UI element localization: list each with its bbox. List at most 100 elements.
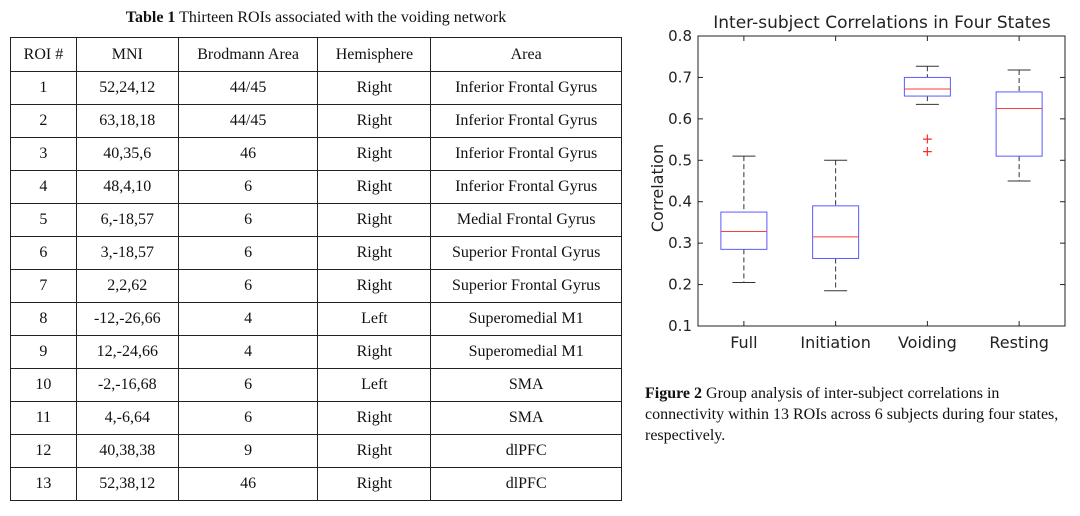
hemisphere-cell: Right bbox=[317, 401, 432, 435]
roi-number-cell: 3 bbox=[10, 137, 77, 171]
roi-number-cell: 4 bbox=[10, 170, 77, 204]
area-cell: SMA bbox=[430, 401, 622, 435]
brodmann-cell: 6 bbox=[177, 203, 319, 237]
mni-cell: 4,-6,64 bbox=[75, 401, 179, 435]
table-row: 3 40,35,6 46 Right Inferior Frontal Gyrus bbox=[10, 137, 622, 171]
y-tick-label: 0.7 bbox=[668, 68, 692, 86]
table-caption-text: Thirteen ROIs associated with the voidin… bbox=[179, 9, 507, 26]
header-roi: ROI # bbox=[10, 37, 77, 72]
table-row: 8 -12,-26,66 4 Left Superomedial M1 bbox=[10, 302, 622, 336]
area-cell: SMA bbox=[430, 368, 622, 402]
hemisphere-cell: Right bbox=[317, 104, 432, 138]
y-tick-label: 0.5 bbox=[668, 151, 692, 169]
table-row: 7 2,2,62 6 Right Superior Frontal Gyrus bbox=[10, 269, 622, 303]
roi-number-cell: 13 bbox=[10, 467, 77, 501]
area-cell: Inferior Frontal Gyrus bbox=[430, 71, 622, 105]
table-row: 9 12,-24,66 4 Right Superomedial M1 bbox=[10, 335, 622, 369]
roi-number-cell: 12 bbox=[10, 434, 77, 468]
figure-caption-text: Group analysis of inter-subject correlat… bbox=[645, 385, 1059, 444]
table-header-row: ROI # MNI Brodmann Area Hemisphere Area bbox=[10, 37, 622, 72]
hemisphere-cell: Right bbox=[317, 203, 432, 237]
box-voiding bbox=[903, 76, 951, 97]
brodmann-cell: 6 bbox=[177, 401, 319, 435]
mni-cell: 52,38,12 bbox=[75, 467, 179, 501]
header-brodmann-area: Brodmann Area bbox=[177, 37, 319, 72]
y-tick-label: 0.3 bbox=[668, 234, 692, 252]
plot-frame bbox=[697, 35, 1066, 327]
brodmann-cell: 44/45 bbox=[177, 71, 319, 105]
correlation-chart: Inter-subject Correlations in Four State… bbox=[640, 8, 1080, 368]
table-row: 4 48,4,10 6 Right Inferior Frontal Gyrus bbox=[10, 170, 622, 204]
area-cell: Superior Frontal Gyrus bbox=[430, 236, 622, 270]
brodmann-cell: 6 bbox=[177, 269, 319, 303]
box-initiation bbox=[812, 205, 860, 259]
hemisphere-cell: Right bbox=[317, 71, 432, 105]
roi-number-cell: 6 bbox=[10, 236, 77, 270]
mni-cell: 6,-18,57 bbox=[75, 203, 179, 237]
y-tick-label: 0.2 bbox=[668, 276, 692, 294]
roi-number-cell: 5 bbox=[10, 203, 77, 237]
brodmann-cell: 4 bbox=[177, 302, 319, 336]
table-row: 6 3,-18,57 6 Right Superior Frontal Gyrus bbox=[10, 236, 622, 270]
table-caption: Table 1 Thirteen ROIs associated with th… bbox=[10, 9, 622, 27]
box-resting bbox=[995, 91, 1043, 157]
table-row: 13 52,38,12 46 Right dlPFC bbox=[10, 467, 622, 501]
mni-cell: 3,-18,57 bbox=[75, 236, 179, 270]
mni-cell: 2,2,62 bbox=[75, 269, 179, 303]
y-tick-label: 0.8 bbox=[668, 27, 692, 45]
mni-cell: 48,4,10 bbox=[75, 170, 179, 204]
y-tick-label: 0.6 bbox=[668, 110, 692, 128]
area-cell: Inferior Frontal Gyrus bbox=[430, 137, 622, 171]
header-mni: MNI bbox=[75, 37, 179, 72]
roi-number-cell: 9 bbox=[10, 335, 77, 369]
outlier-marker: + bbox=[922, 131, 934, 147]
area-cell: Medial Frontal Gyrus bbox=[430, 203, 622, 237]
outlier-marker: + bbox=[922, 144, 934, 160]
hemisphere-cell: Right bbox=[317, 137, 432, 171]
box-full bbox=[720, 211, 768, 250]
roi-number-cell: 1 bbox=[10, 71, 77, 105]
area-cell: Inferior Frontal Gyrus bbox=[430, 104, 622, 138]
table-row: 5 6,-18,57 6 Right Medial Frontal Gyrus bbox=[10, 203, 622, 237]
mni-cell: 12,-24,66 bbox=[75, 335, 179, 369]
area-cell: dlPFC bbox=[430, 467, 622, 501]
roi-number-cell: 2 bbox=[10, 104, 77, 138]
area-cell: Inferior Frontal Gyrus bbox=[430, 170, 622, 204]
roi-number-cell: 10 bbox=[10, 368, 77, 402]
table-row: 12 40,38,38 9 Right dlPFC bbox=[10, 434, 622, 468]
hemisphere-cell: Right bbox=[317, 170, 432, 204]
mni-cell: -12,-26,66 bbox=[75, 302, 179, 336]
brodmann-cell: 4 bbox=[177, 335, 319, 369]
hemisphere-cell: Right bbox=[317, 269, 432, 303]
brodmann-cell: 6 bbox=[177, 236, 319, 270]
hemisphere-cell: Right bbox=[317, 335, 432, 369]
chart-svg: Inter-subject Correlations in Four State… bbox=[648, 13, 1066, 352]
x-tick-label: Full bbox=[730, 333, 757, 352]
brodmann-cell: 46 bbox=[177, 467, 319, 501]
hemisphere-cell: Right bbox=[317, 467, 432, 501]
figure-caption-label: Figure 2 bbox=[645, 385, 703, 402]
roi-number-cell: 8 bbox=[10, 302, 77, 336]
chart-title: Inter-subject Correlations in Four State… bbox=[713, 13, 1051, 33]
table-row: 2 63,18,18 44/45 Right Inferior Frontal Gyru… bbox=[10, 104, 622, 138]
brodmann-cell: 46 bbox=[177, 137, 319, 171]
table-row: 10 -2,-16,68 6 Left SMA bbox=[10, 368, 622, 402]
hemisphere-cell: Left bbox=[317, 302, 432, 336]
roi-number-cell: 11 bbox=[10, 401, 77, 435]
brodmann-cell: 6 bbox=[177, 170, 319, 204]
area-cell: dlPFC bbox=[430, 434, 622, 468]
table-caption-label: Table 1 bbox=[125, 9, 176, 26]
table-row: 1 52,24,12 44/45 Right Inferior Frontal Gyru… bbox=[10, 71, 622, 105]
header-hemisphere: Hemisphere bbox=[317, 37, 432, 72]
roi-number-cell: 7 bbox=[10, 269, 77, 303]
table-row: 11 4,-6,64 6 Right SMA bbox=[10, 401, 622, 435]
y-tick-label: 0.1 bbox=[668, 317, 692, 335]
mni-cell: 40,35,6 bbox=[75, 137, 179, 171]
mni-cell: 52,24,12 bbox=[75, 71, 179, 105]
y-tick-label: 0.4 bbox=[668, 193, 692, 211]
area-cell: Superomedial M1 bbox=[430, 335, 622, 369]
area-cell: Superomedial M1 bbox=[430, 302, 622, 336]
x-tick-label: Resting bbox=[989, 333, 1049, 352]
header-area: Area bbox=[430, 37, 622, 72]
hemisphere-cell: Left bbox=[317, 368, 432, 402]
